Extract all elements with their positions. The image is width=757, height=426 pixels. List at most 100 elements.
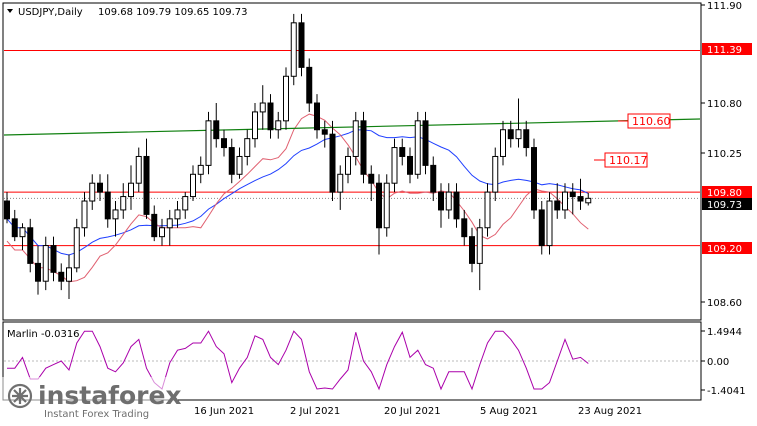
candle-body xyxy=(50,245,57,273)
candle xyxy=(546,192,553,255)
symbol-label: USDJPY,Daily xyxy=(18,7,83,18)
candle-body xyxy=(414,120,421,175)
candle-body xyxy=(585,197,592,204)
candle xyxy=(376,174,382,255)
candle-body xyxy=(89,182,96,202)
candle xyxy=(538,201,545,255)
current-price-label: 109.73 xyxy=(707,200,742,211)
candle-body xyxy=(42,245,49,282)
time-label: 23 Aug 2021 xyxy=(578,406,642,417)
watermark-brand: instaforex xyxy=(38,381,182,410)
indicator-tick: -1.4041 xyxy=(707,386,746,397)
candle xyxy=(112,201,119,237)
candle-body xyxy=(577,196,584,202)
candle-body xyxy=(383,182,390,229)
candle xyxy=(58,263,65,291)
candle xyxy=(554,183,561,219)
candle xyxy=(430,156,437,202)
main-plot-area[interactable] xyxy=(2,2,702,321)
candle xyxy=(120,183,127,219)
candle-body xyxy=(306,66,313,104)
chart-header: USDJPY,Daily 109.68 109.79 109.65 109.73 xyxy=(7,7,248,18)
level-label-111-39: 111.39 xyxy=(707,45,742,56)
candle-body xyxy=(345,155,351,175)
candle-body xyxy=(445,191,452,211)
candle xyxy=(531,138,537,219)
candle xyxy=(205,111,212,175)
price-annotations: 110.60 110.17 xyxy=(594,113,671,168)
candle-body xyxy=(58,271,65,282)
marlin-line xyxy=(7,330,589,391)
candle-body xyxy=(135,155,142,184)
candle xyxy=(585,193,592,206)
candle-body xyxy=(399,147,406,157)
candle-body xyxy=(329,133,336,193)
candle xyxy=(577,178,584,210)
candle xyxy=(228,138,235,184)
candle-body xyxy=(314,102,320,131)
candle-body xyxy=(27,227,34,264)
candle xyxy=(562,183,568,219)
red-moving-average xyxy=(6,113,589,283)
indicator-name: Marlin -0.0316 xyxy=(7,329,80,340)
candle-body xyxy=(244,138,251,157)
candle-body xyxy=(228,147,235,175)
candle-body xyxy=(4,200,10,220)
candle xyxy=(500,120,506,166)
time-label: 5 Aug 2021 xyxy=(480,406,538,417)
ohlc-readout: 109.68 109.79 109.65 109.73 xyxy=(98,7,248,18)
candle-body xyxy=(438,191,444,211)
candle-body xyxy=(407,155,413,175)
candle-body xyxy=(73,227,80,269)
candle-body xyxy=(190,173,196,198)
candle xyxy=(35,245,41,295)
candle xyxy=(19,223,26,251)
candle-body xyxy=(159,227,165,238)
candle xyxy=(81,192,88,237)
candle xyxy=(298,13,305,77)
candle xyxy=(422,111,429,175)
candle xyxy=(399,138,406,166)
candle-body xyxy=(461,218,468,238)
annotation-110-17: 110.17 xyxy=(609,154,648,167)
candle-body xyxy=(507,129,514,140)
candle xyxy=(507,120,514,148)
candle xyxy=(221,129,227,157)
price-tick: 108.60 xyxy=(707,298,742,309)
candle-body xyxy=(562,191,568,211)
price-tick: 110.25 xyxy=(707,149,742,160)
price-tick: 110.80 xyxy=(707,99,742,110)
candle-body xyxy=(166,218,173,229)
candle-body xyxy=(267,102,274,131)
candle xyxy=(159,218,165,246)
level-labels: 111.39 109.80 109.73 109.20 xyxy=(702,43,752,255)
candle-body xyxy=(252,111,258,140)
candle-body xyxy=(469,236,475,264)
dropdown-triangle-icon[interactable] xyxy=(7,9,13,13)
indicator-tick: 0.00 xyxy=(707,357,729,368)
candle xyxy=(50,236,57,282)
candle-body xyxy=(476,227,483,264)
candle xyxy=(391,138,398,193)
candle xyxy=(283,67,289,130)
candle xyxy=(569,183,576,215)
candle-body xyxy=(554,200,561,211)
candle-body xyxy=(515,129,522,140)
candle xyxy=(345,147,351,184)
candle-body xyxy=(236,155,243,175)
candle xyxy=(275,111,282,139)
watermark: instaforex Instant Forex Trading xyxy=(0,377,182,422)
candle xyxy=(66,254,72,300)
candle xyxy=(27,218,34,273)
candle xyxy=(182,192,189,219)
candle-body xyxy=(430,164,437,193)
candle xyxy=(42,236,49,291)
candle xyxy=(143,138,150,219)
candle-body xyxy=(259,102,266,113)
candle-body xyxy=(275,120,282,131)
level-label-109-20: 109.20 xyxy=(707,244,742,255)
candle xyxy=(352,111,359,166)
candle-body xyxy=(120,196,127,211)
candle-body xyxy=(538,209,545,247)
